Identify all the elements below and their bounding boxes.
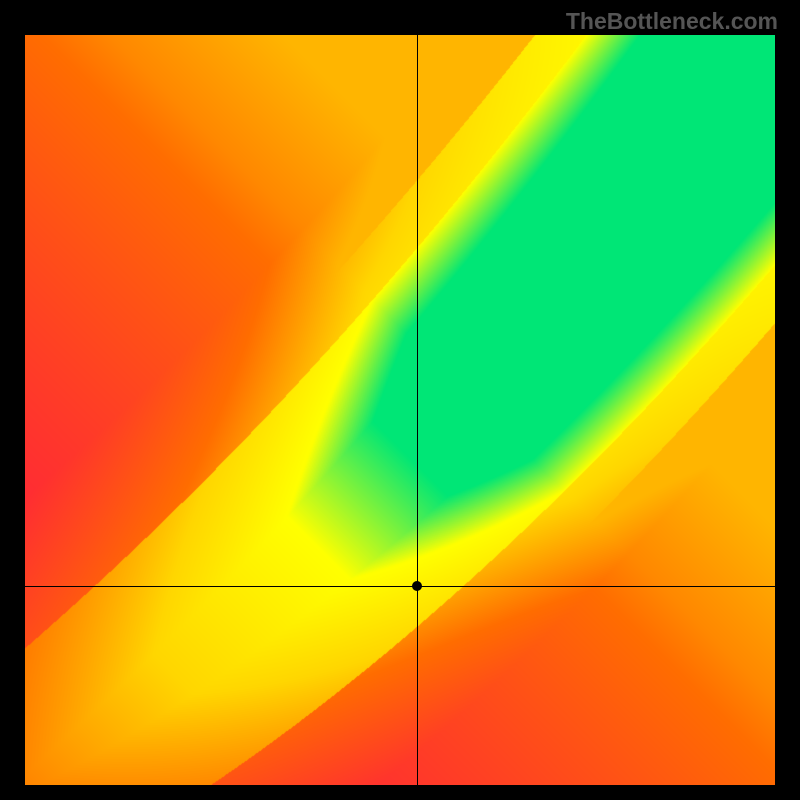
heatmap-canvas bbox=[25, 35, 775, 785]
chart-area bbox=[25, 35, 775, 785]
crosshair-vertical bbox=[417, 35, 418, 785]
chart-container: TheBottleneck.com bbox=[0, 0, 800, 800]
watermark-text: TheBottleneck.com bbox=[566, 8, 778, 35]
crosshair-horizontal bbox=[25, 586, 775, 587]
marker-dot bbox=[412, 581, 422, 591]
